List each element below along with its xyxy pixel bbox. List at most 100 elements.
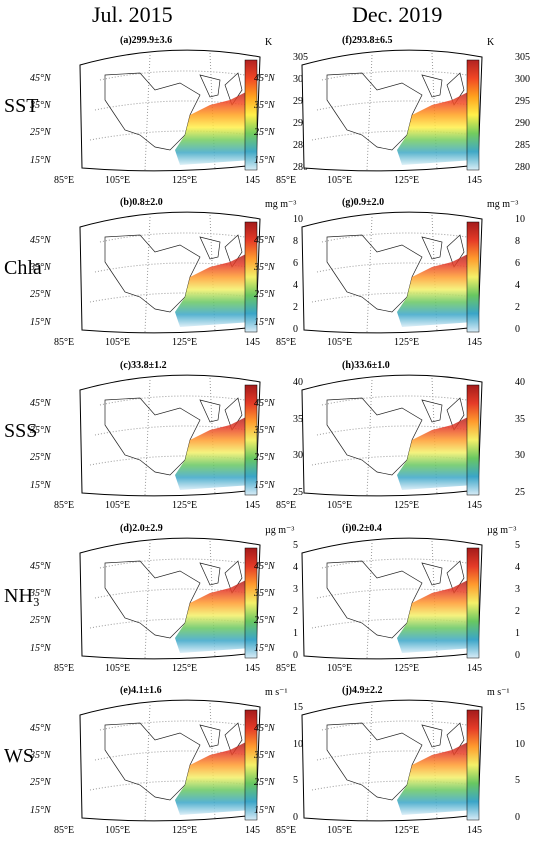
colorbar-tick: 3 <box>293 584 298 595</box>
colorbar-tick: 295 <box>515 96 530 107</box>
colorbar-tick: 10 <box>515 214 525 225</box>
longitude-label: 85°E <box>54 825 75 836</box>
colorbar-unit: K <box>265 37 273 48</box>
longitude-label: 125°E <box>394 175 420 186</box>
longitude-label: 145 <box>245 825 260 836</box>
latitude-label: 45°N <box>254 723 275 734</box>
longitude-label: 145 <box>245 500 260 511</box>
longitude-label: 105°E <box>327 175 353 186</box>
colorbar-unit: K <box>487 37 495 48</box>
latitude-label: 25°N <box>30 289 51 300</box>
longitude-label: 145 <box>245 175 260 186</box>
map-panel-ws-dec-2019: (j)4.9±2.2 m s⁻¹ 15 10 5 0 45°N 35°N 25°N 15°N 85°… <box>254 685 535 843</box>
colorbar-tick: 0 <box>293 812 298 823</box>
colorbar-tick: 35 <box>515 413 525 425</box>
panel-title: (d)2.0±2.9 <box>120 523 163 534</box>
latitude-label: 45°N <box>30 73 51 84</box>
longitude-label: 85°E <box>54 175 75 186</box>
colorbar-tick: 40 <box>515 377 525 388</box>
map-panel-nh3-dec-2019: (i)0.2±0.4 µg m⁻³ 5 4 3 2 1 0 45°N 35°N 25°N 15°N 85… <box>254 523 535 681</box>
column-title-jul-2015: Jul. 2015 <box>92 2 173 27</box>
colorbar-tick: 2 <box>293 302 298 313</box>
latitude-label: 25°N <box>30 777 51 788</box>
colorbar-tick: 295 <box>293 96 308 107</box>
longitude-label: 105°E <box>105 175 131 186</box>
panel-title: (e)4.1±1.6 <box>120 685 162 696</box>
colorbar-tick: 280 <box>293 162 308 173</box>
colorbar-tick: 4 <box>293 562 298 573</box>
colorbar-tick: 10 <box>515 738 525 750</box>
colorbar-tick: 4 <box>293 280 298 291</box>
row-label-nh3: NH₃ <box>4 585 40 607</box>
colorbar-tick: 10 <box>293 214 303 225</box>
latitude-label: 35°N <box>254 100 275 111</box>
latitude-label: 35°N <box>254 750 275 761</box>
latitude-label: 25°N <box>254 452 275 463</box>
map-svg <box>79 374 261 497</box>
longitude-label: 145 <box>467 175 482 186</box>
colorbar-tick: 25 <box>293 487 303 498</box>
colorbar-unit: m s⁻¹ <box>487 687 510 698</box>
longitude-label: 145 <box>467 663 482 674</box>
map-svg <box>301 699 483 822</box>
latitude-label: 45°N <box>30 561 51 572</box>
latitude-label: 15°N <box>30 805 51 816</box>
map-panel-chla-jul-2015: (b)0.8±2.0 mg m⁻³ 10 8 6 4 2 0 45°N 35°N 25°N 15°N 8… <box>30 197 315 355</box>
colorbar-tick: 35 <box>293 413 303 425</box>
longitude-label: 145 <box>467 500 482 511</box>
map-panel-nh3-jul-2015: (d)2.0±2.9 µg m⁻³ 5 4 3 2 1 0 45°N 35°N 25°N 15°N 85… <box>30 523 315 681</box>
latitude-label: 25°N <box>254 289 275 300</box>
longitude-label: 85°E <box>54 663 75 674</box>
colorbar-tick: 4 <box>515 280 520 291</box>
colorbar-tick: 1 <box>293 628 298 639</box>
longitude-label: 145 <box>467 825 482 836</box>
latitude-label: 15°N <box>254 643 275 654</box>
panel-title: (a)299.9±3.6 <box>120 35 173 46</box>
longitude-label: 125°E <box>172 825 198 836</box>
colorbar-tick: 8 <box>515 236 520 247</box>
map-svg <box>79 699 261 822</box>
colorbar-unit: mg m⁻³ <box>265 199 297 210</box>
latitude-label: 35°N <box>30 100 51 111</box>
longitude-label: 105°E <box>105 337 131 348</box>
colorbar-unit: mg m⁻³ <box>487 199 519 210</box>
latitude-label: 35°N <box>30 262 51 273</box>
colorbar-tick: 10 <box>293 738 303 750</box>
map-panel-ws-jul-2015: (e)4.1±1.6 m s⁻¹ 15 10 5 0 45°N 35°N 25°N 15°N 85°… <box>30 685 315 843</box>
longitude-label: 125°E <box>172 663 198 674</box>
latitude-label: 45°N <box>30 723 51 734</box>
latitude-label: 15°N <box>30 155 51 166</box>
colorbar-tick: 2 <box>293 606 298 617</box>
colorbar-tick: 4 <box>515 562 520 573</box>
latitude-label: 35°N <box>254 425 275 436</box>
colorbar-tick: 6 <box>515 258 520 269</box>
row-label-sss: SSS <box>4 420 38 442</box>
latitude-label: 45°N <box>30 235 51 246</box>
colorbar-tick: 0 <box>515 812 520 823</box>
colorbar-tick: 25 <box>515 487 525 498</box>
latitude-label: 35°N <box>30 588 51 599</box>
colorbar-tick: 5 <box>515 775 520 787</box>
latitude-label: 35°N <box>30 750 51 761</box>
longitude-label: 105°E <box>327 663 353 674</box>
longitude-label: 85°E <box>54 500 75 511</box>
row-label-sst: SST <box>4 95 39 117</box>
colorbar-tick: 285 <box>515 140 530 151</box>
longitude-label: 85°E <box>276 337 297 348</box>
panel-title: (f)293.8±6.5 <box>342 35 393 46</box>
latitude-label: 15°N <box>30 480 51 491</box>
colorbar-tick: 0 <box>515 650 520 661</box>
colorbar-tick: 6 <box>293 258 298 269</box>
colorbar-tick: 30 <box>515 450 525 462</box>
longitude-label: 145 <box>245 663 260 674</box>
longitude-label: 105°E <box>327 337 353 348</box>
latitude-label: 15°N <box>254 155 275 166</box>
latitude-label: 15°N <box>254 805 275 816</box>
longitude-label: 85°E <box>276 175 297 186</box>
colorbar-tick: 8 <box>293 236 298 247</box>
map-panel-sst-jul-2015: (a)299.9±3.6 K 305 300 295 290 285 280 45°N 35°N 2… <box>30 35 315 193</box>
colorbar-tick: 0 <box>515 324 520 335</box>
colorbar-tick: 0 <box>293 324 298 335</box>
panel-title: (j)4.9±2.2 <box>342 685 383 696</box>
map-svg <box>301 49 483 172</box>
